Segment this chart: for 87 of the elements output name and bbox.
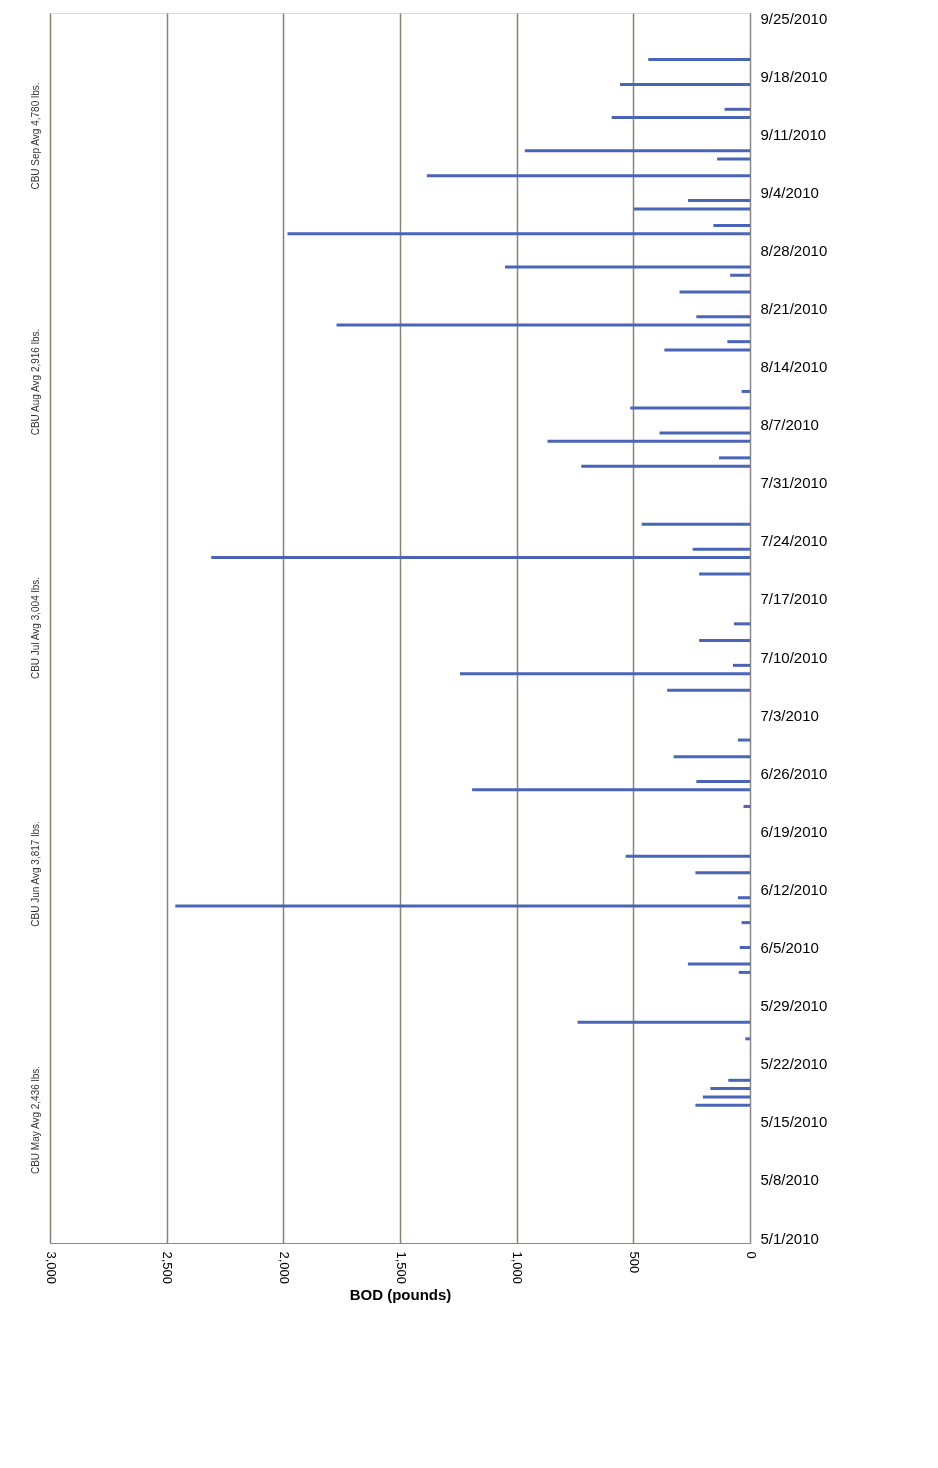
bar bbox=[730, 273, 750, 277]
bar bbox=[611, 116, 750, 120]
y-tick-label: 9/25/2010 bbox=[760, 9, 828, 27]
bar bbox=[737, 738, 750, 742]
bar bbox=[713, 223, 750, 227]
bar bbox=[664, 348, 750, 352]
bar bbox=[724, 107, 750, 111]
bar bbox=[659, 431, 750, 435]
y-tick-label: 9/11/2010 bbox=[760, 125, 827, 143]
bar bbox=[710, 1087, 750, 1091]
y-tick-label: 8/21/2010 bbox=[760, 299, 828, 317]
bar bbox=[175, 904, 750, 908]
bar bbox=[695, 871, 750, 875]
bar bbox=[696, 780, 750, 784]
x-tick-label: 500 bbox=[626, 1251, 642, 1274]
bar bbox=[336, 323, 750, 327]
y-tick-label: 7/10/2010 bbox=[760, 648, 828, 666]
bar bbox=[737, 896, 750, 900]
y-tick-label: 7/17/2010 bbox=[760, 590, 828, 608]
bar bbox=[505, 265, 750, 269]
y-tick-label: 8/28/2010 bbox=[760, 241, 828, 259]
bar bbox=[287, 232, 750, 236]
bar bbox=[673, 755, 750, 759]
x-axis-title: BOD (pounds) bbox=[349, 1286, 452, 1304]
bar bbox=[728, 1078, 750, 1082]
bar bbox=[699, 638, 750, 642]
bar bbox=[667, 688, 750, 692]
bar bbox=[739, 946, 750, 950]
y-tick-label: 6/26/2010 bbox=[760, 764, 828, 782]
bar bbox=[547, 439, 750, 443]
bar bbox=[459, 672, 750, 676]
bar bbox=[687, 962, 750, 966]
x-tick-label: 1,000 bbox=[510, 1251, 526, 1285]
bar bbox=[630, 406, 750, 410]
text: CBU May Avg 2,436 lbs. bbox=[30, 1065, 41, 1175]
bar bbox=[687, 199, 750, 203]
y-tick-label: 7/31/2010 bbox=[760, 474, 828, 492]
bar bbox=[634, 207, 750, 211]
bar bbox=[717, 157, 750, 161]
bar bbox=[741, 389, 750, 393]
bar bbox=[679, 290, 750, 294]
bar bbox=[743, 804, 750, 808]
bar bbox=[745, 1037, 750, 1041]
bar bbox=[577, 1020, 750, 1024]
y-tick-label: 6/12/2010 bbox=[760, 880, 828, 898]
y-tick-label: 7/3/2010 bbox=[760, 706, 819, 724]
y-tick-label: 8/14/2010 bbox=[760, 358, 828, 376]
bar bbox=[699, 572, 750, 576]
text: CBU Aug Avg 2,916 lbs. bbox=[30, 328, 41, 436]
bar bbox=[696, 315, 750, 319]
y-tick-label: 9/18/2010 bbox=[760, 67, 828, 85]
y-tick-label: 6/19/2010 bbox=[760, 822, 828, 840]
bar bbox=[702, 1095, 750, 1099]
text: CBU Jul Avg 3,004 lbs. bbox=[30, 576, 41, 680]
bar bbox=[695, 1103, 750, 1107]
bar bbox=[692, 547, 750, 551]
y-tick-label: 5/29/2010 bbox=[760, 997, 828, 1015]
x-tick-label: 1,500 bbox=[393, 1251, 409, 1285]
x-tick-label: 0 bbox=[743, 1251, 759, 1259]
bar bbox=[738, 970, 750, 974]
x-tick-label: 2,000 bbox=[276, 1251, 292, 1285]
y-tick-label: 5/1/2010 bbox=[760, 1229, 819, 1247]
bar bbox=[426, 174, 750, 178]
x-tick-label: 3,000 bbox=[43, 1251, 59, 1285]
bar bbox=[741, 921, 750, 925]
bar bbox=[472, 788, 750, 792]
y-tick-label: 5/15/2010 bbox=[760, 1113, 828, 1131]
bar bbox=[641, 522, 750, 526]
x-tick-label: 2,500 bbox=[160, 1251, 176, 1285]
bar bbox=[211, 555, 750, 559]
bar bbox=[581, 464, 750, 468]
y-tick-label: 8/7/2010 bbox=[760, 416, 819, 434]
bar bbox=[620, 82, 750, 86]
bar bbox=[727, 340, 750, 344]
y-tick-label: 6/5/2010 bbox=[760, 939, 819, 957]
bar bbox=[648, 58, 750, 61]
bar bbox=[524, 149, 750, 153]
bar bbox=[625, 854, 750, 858]
bar bbox=[733, 622, 750, 626]
bar bbox=[718, 456, 750, 460]
text: CBU Jun Avg 3,817 lbs. bbox=[30, 821, 41, 927]
y-tick-label: 7/24/2010 bbox=[760, 532, 828, 550]
y-tick-label: 9/4/2010 bbox=[760, 183, 819, 201]
text: CBU Sep Avg 4,780 lbs. bbox=[30, 82, 41, 190]
bar bbox=[732, 663, 750, 667]
y-tick-label: 5/22/2010 bbox=[760, 1055, 828, 1073]
y-tick-label: 5/8/2010 bbox=[760, 1171, 819, 1189]
